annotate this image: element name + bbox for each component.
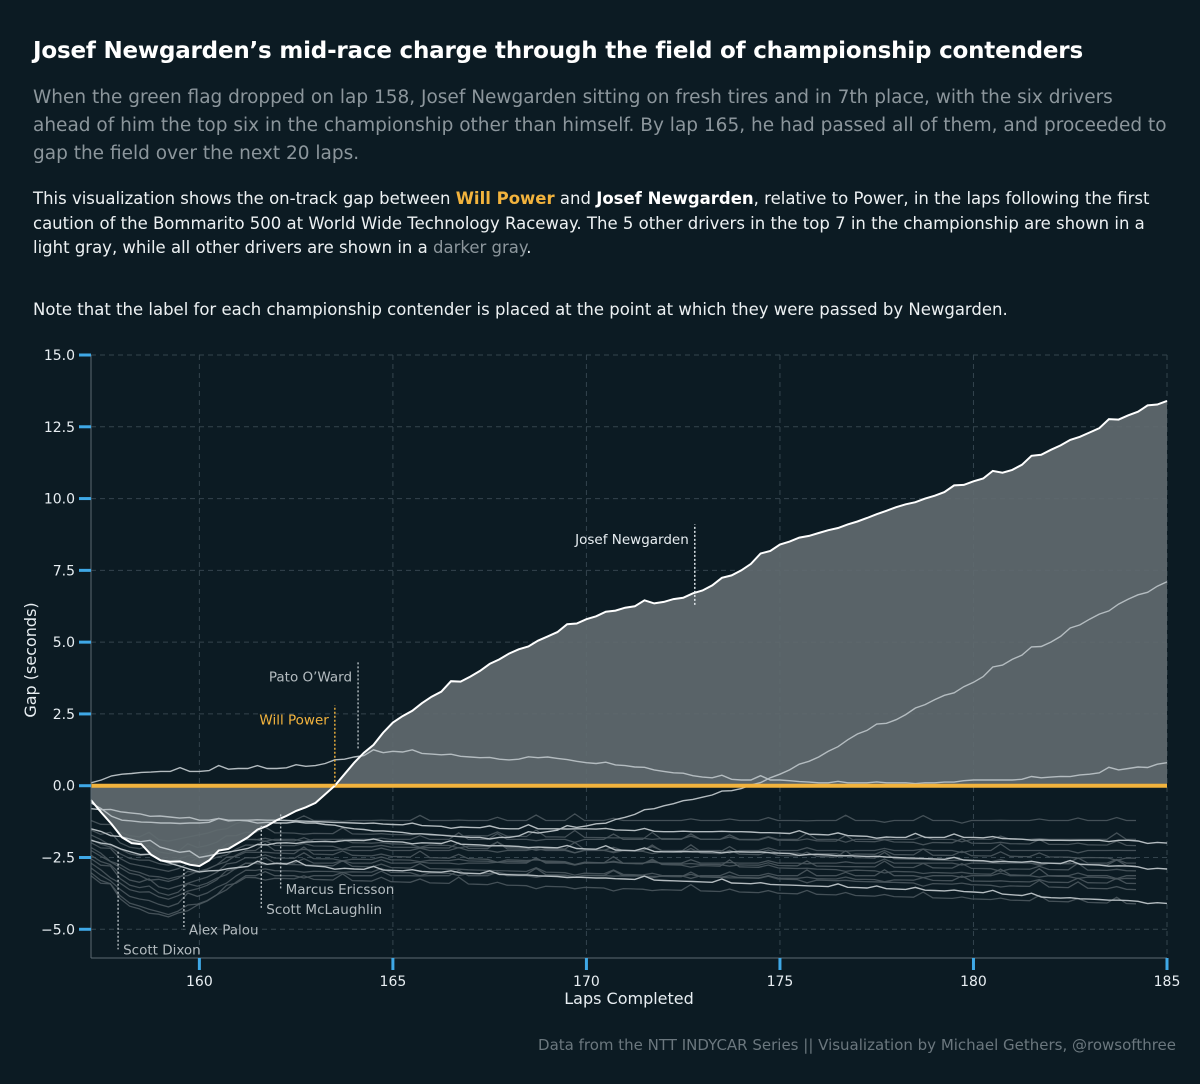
y-tick-label: 10.0 <box>44 492 75 508</box>
y-tick-label: 15.0 <box>44 348 75 364</box>
x-tick-label: 185 <box>1154 974 1181 990</box>
description-text-3: , relative to Power, in the laps followi… <box>33 189 1150 257</box>
x-tick-label: 180 <box>960 974 987 990</box>
other-driver-line <box>90 846 1137 880</box>
annotation-label: Scott McLaughlin <box>266 902 382 918</box>
description-josef-newgarden: Josef Newgarden <box>596 189 754 208</box>
newgarden-line <box>90 399 1168 868</box>
annotation-label: Will Power <box>259 713 329 729</box>
y-axis-label: Gap (seconds) <box>21 602 40 717</box>
other-driver-line <box>90 852 1137 890</box>
newgarden-gap-area <box>91 400 1167 867</box>
footer-credit: Data from the NTT INDYCAR Series || Visu… <box>538 1036 1176 1054</box>
note: Note that the label for each championshi… <box>33 300 1008 319</box>
y-tick-label: 0.0 <box>53 779 75 795</box>
page-title: Josef Newgarden’s mid-race charge throug… <box>33 38 1083 64</box>
other-driver-line <box>90 842 1136 883</box>
y-tick-label: −2.5 <box>41 851 75 867</box>
contender-line <box>90 828 1168 870</box>
y-tick-label: 12.5 <box>44 420 75 436</box>
description-will-power: Will Power <box>455 189 555 208</box>
y-tick-label: 2.5 <box>53 707 75 723</box>
newgarden-fill-layer <box>91 400 1167 867</box>
description: This visualization shows the on-track ga… <box>33 187 1173 261</box>
annotation-label: Alex Palou <box>189 922 259 938</box>
contender-line <box>90 839 1168 905</box>
annotation-label: Scott Dixon <box>123 942 201 958</box>
x-axis-label: Laps Completed <box>564 989 694 1008</box>
y-tick-label: 7.5 <box>53 563 75 579</box>
annotation-label: Pato O’Ward <box>269 670 352 686</box>
contender-line <box>90 749 1168 785</box>
x-tick-label: 170 <box>573 974 600 990</box>
other-driver-line <box>90 867 1137 908</box>
y-tick-label: −5.0 <box>41 922 75 938</box>
other-driver-line <box>90 856 1136 900</box>
y-tick-label: 5.0 <box>53 635 75 651</box>
series-layer <box>90 399 1168 905</box>
other-driver-line <box>90 869 1136 918</box>
description-text-1: This visualization shows the on-track ga… <box>33 189 456 208</box>
x-tick-label: 160 <box>186 974 213 990</box>
x-tick-label: 175 <box>767 974 794 990</box>
annotation-label: Marcus Ericsson <box>286 882 395 898</box>
axis-layer: −5.0 −2.5 0.0 2.5 5.0 7.5 10.0 12.5 15.0 160 165 17… <box>41 348 1180 990</box>
description-text-4: . <box>526 238 532 257</box>
annotation-layer: Josef Newgarden Pato O’Ward Will Power Marc… <box>117 524 696 958</box>
contender-line <box>90 808 1168 845</box>
annotation-label: Josef Newgarden <box>574 532 689 548</box>
description-darker-gray: darker gray <box>432 238 527 257</box>
x-tick-label: 165 <box>380 974 407 990</box>
subtitle: When the green flag dropped on lap 158, … <box>33 87 1167 164</box>
other-driver-line <box>90 872 1137 916</box>
description-text-2: and <box>554 189 597 208</box>
other-driver-line <box>90 840 1137 872</box>
